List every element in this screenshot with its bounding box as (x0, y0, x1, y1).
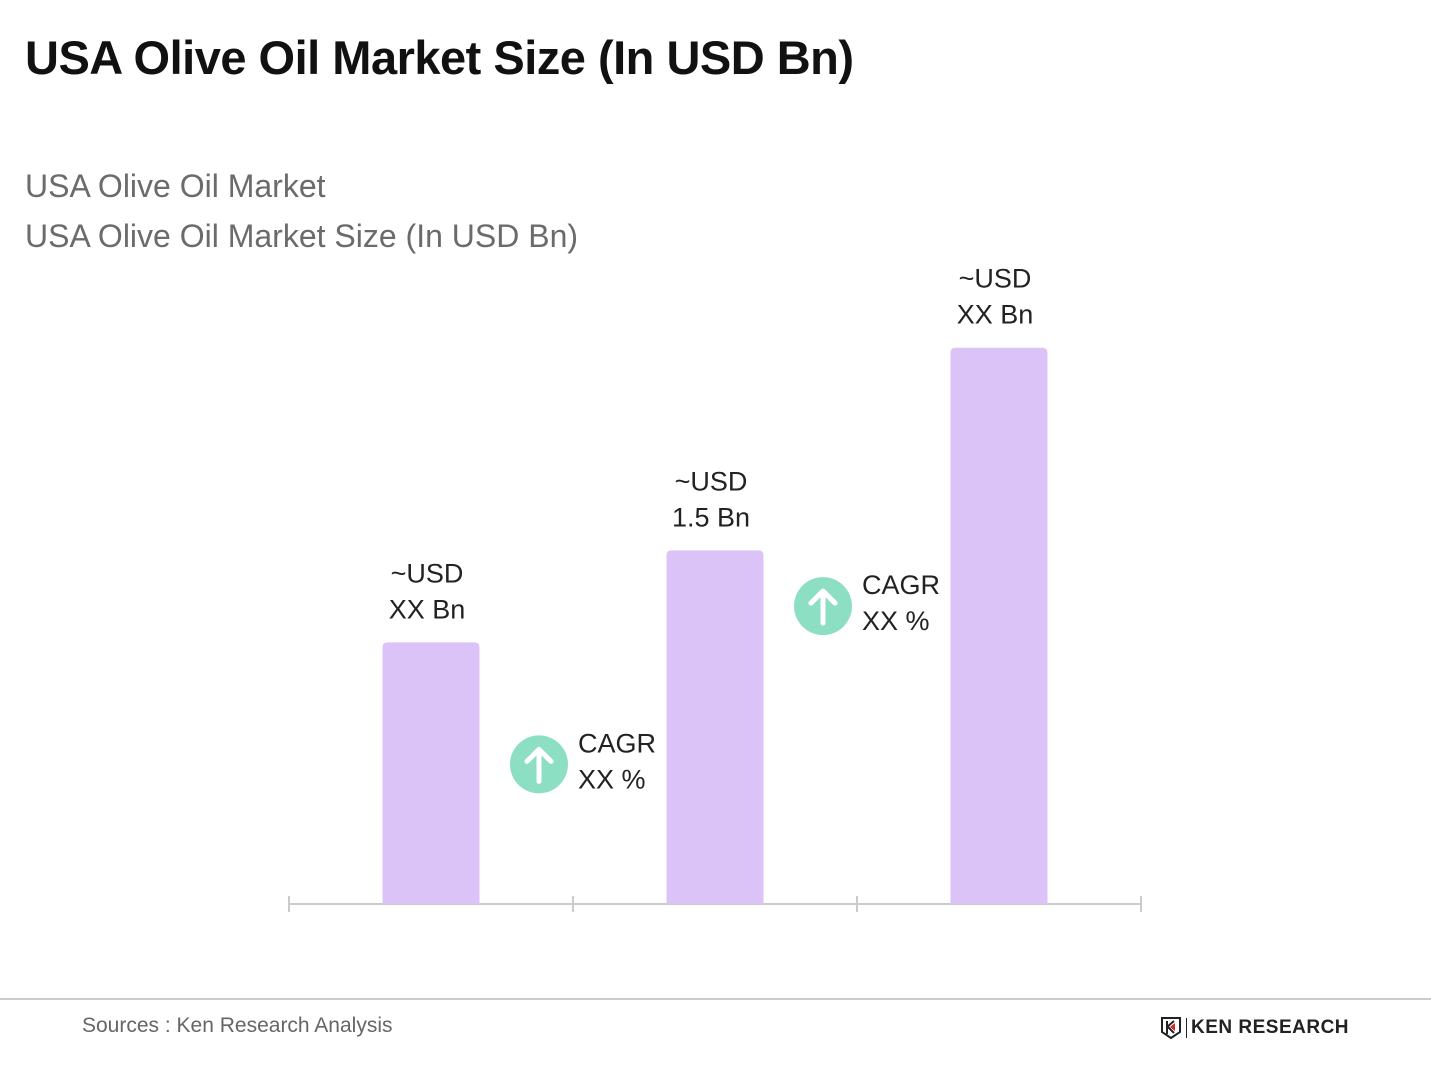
footer-divider (0, 998, 1431, 1000)
data-label: ~USD (391, 558, 464, 588)
page-title: USA Olive Oil Market Size (In USD Bn) (25, 31, 854, 84)
ken-research-logo: KEN RESEARCH (1160, 1016, 1349, 1040)
cagr-label: CAGR (578, 728, 656, 758)
data-label: XX Bn (389, 594, 466, 624)
data-label: ~USD (675, 466, 748, 496)
bar (950, 347, 1048, 904)
source-text: Sources : Ken Research Analysis (82, 1014, 393, 1037)
cagr-value: XX % (862, 606, 930, 636)
arrow-up-icon (808, 588, 838, 626)
data-label: ~USD (959, 264, 1032, 294)
logo-shield-icon (1161, 1017, 1181, 1040)
chart-subtitle-2: USA Olive Oil Market Size (In USD Bn) (25, 218, 579, 254)
bar (382, 642, 480, 904)
bar (666, 550, 764, 904)
cagr-label: CAGR (862, 570, 940, 600)
logo-text: KEN RESEARCH (1191, 1017, 1350, 1038)
data-label: XX Bn (957, 300, 1034, 330)
data-label: 1.5 Bn (672, 502, 750, 532)
cagr-value: XX % (578, 764, 646, 794)
chart-subtitle: USA Olive Oil Market (25, 168, 326, 204)
arrow-up-icon (524, 746, 554, 784)
logo-divider (1186, 1018, 1187, 1038)
bar-chart: ~USD XX Bn ~USD 1.5 Bn ~USD XX Bn CAGR XX % CAGR… (288, 264, 1142, 912)
